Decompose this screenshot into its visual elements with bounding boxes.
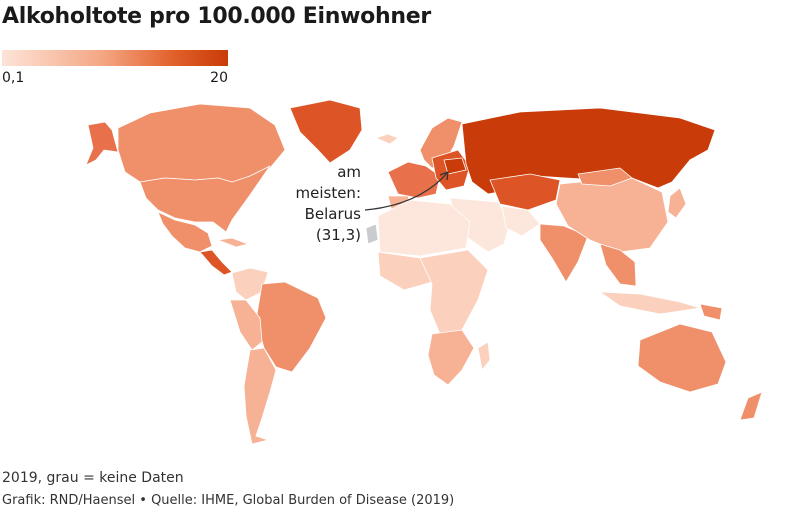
region-indonesien xyxy=(598,291,701,315)
region-neuseeland xyxy=(739,391,763,421)
region-usa xyxy=(139,165,271,233)
legend-max-label: 20 xyxy=(210,70,228,86)
annotation-line-1: am xyxy=(337,163,361,181)
region-belarus xyxy=(443,157,467,175)
region-westsahara xyxy=(365,223,379,245)
credit-separator: • xyxy=(139,493,147,508)
region-mexiko xyxy=(157,211,213,253)
footer: 2019, grau = keine Daten Grafik: RND/Hae… xyxy=(2,470,454,508)
region-kasachstan-zentralasien xyxy=(489,173,561,211)
map-title: Alkoholtote pro 100.000 Einwohner xyxy=(2,4,431,29)
legend-min-label: 0,1 xyxy=(2,70,25,86)
legend-labels: 0,1 20 xyxy=(2,70,228,86)
max-annotation: am meisten: Belarus (31,3) xyxy=(255,162,362,246)
annotation-line-2: meisten: xyxy=(295,184,362,202)
annotation-line-4: (31,3) xyxy=(315,226,361,244)
annotation-leader-line xyxy=(364,171,449,211)
region-japan xyxy=(667,187,687,219)
credit-prefix: Grafik: RND/Haensel xyxy=(2,493,136,508)
region-südliches-afrika xyxy=(427,329,475,386)
region-grönland xyxy=(289,99,363,164)
legend-gradient-bar xyxy=(2,50,228,66)
region-skandinavien xyxy=(419,117,463,169)
source-credit: Grafik: RND/Haensel • Quelle: IHME, Glob… xyxy=(2,493,454,508)
region-südostasien xyxy=(599,243,637,287)
world-map xyxy=(85,99,763,445)
region-iran xyxy=(501,205,541,237)
region-island xyxy=(374,133,399,145)
region-madagaskar xyxy=(477,341,491,371)
region-russland xyxy=(461,107,716,195)
annotation-line-3: Belarus xyxy=(304,205,361,223)
region-nordafrika xyxy=(377,199,471,257)
region-kuba xyxy=(216,237,250,248)
color-legend: 0,1 20 xyxy=(2,50,228,86)
region-peru-bolivien xyxy=(229,299,263,351)
region-alaska xyxy=(85,121,119,166)
region-zentral-und-ostafrika xyxy=(419,249,489,335)
region-mongolei xyxy=(577,167,633,187)
region-indien xyxy=(539,223,589,283)
region-argentinien-chile xyxy=(243,347,277,445)
credit-source: Quelle: IHME, Global Burden of Disease (… xyxy=(151,493,455,508)
annotation-arrowhead xyxy=(439,171,449,181)
region-papua-neuguinea xyxy=(699,303,723,321)
region-australien xyxy=(637,323,727,393)
region-zentralamerika xyxy=(199,249,233,276)
region-westafrika xyxy=(377,251,433,291)
region-westeuropa xyxy=(387,161,441,199)
data-note: 2019, grau = keine Daten xyxy=(2,470,184,486)
